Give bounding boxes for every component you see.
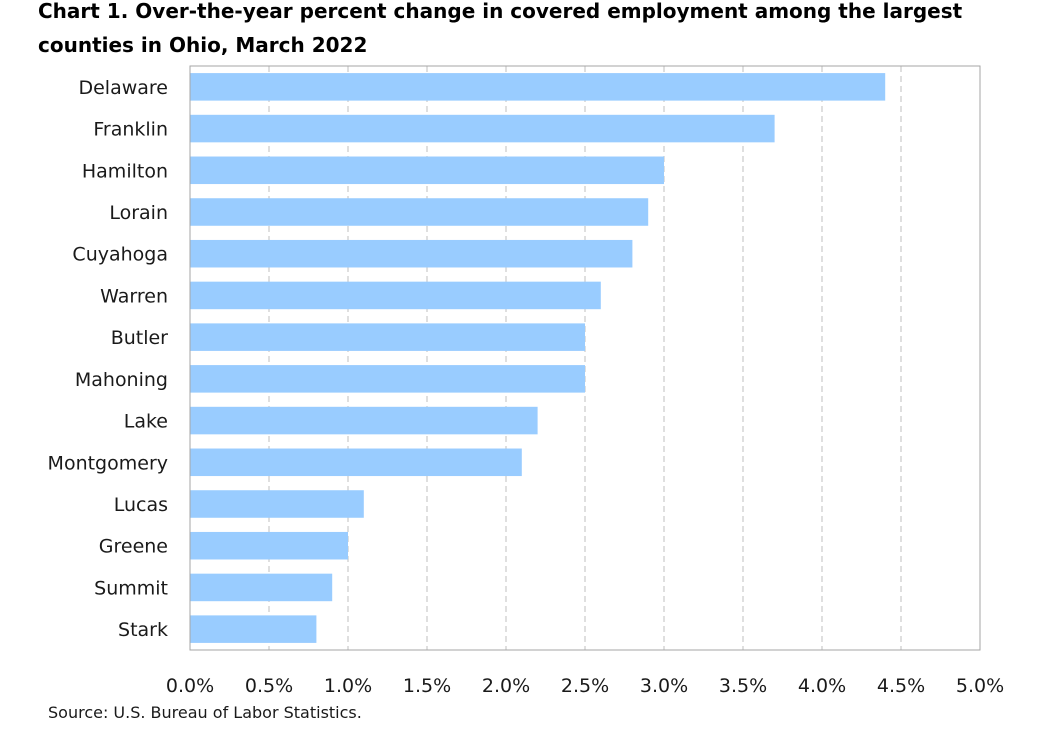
plot-area-frame [189, 65, 981, 651]
x-tick-label: 0.5% [245, 675, 293, 697]
bar-franklin [190, 114, 775, 143]
category-label-delaware: Delaware [78, 77, 168, 99]
bar-lake [190, 406, 538, 435]
category-label-lorain: Lorain [109, 202, 168, 224]
chart-title-line-1: Chart 1. Over-the-year percent change in… [38, 0, 963, 23]
x-tick-label: 2.5% [561, 675, 609, 697]
category-label-mahoning: Mahoning [75, 369, 168, 391]
category-label-stark: Stark [118, 619, 168, 641]
bar-hamilton [190, 156, 664, 185]
x-tick-label: 1.5% [403, 675, 451, 697]
bar-summit [190, 573, 333, 602]
x-tick-label: 1.0% [324, 675, 372, 697]
category-label-summit: Summit [94, 577, 168, 599]
x-axis-tick-labels: 0.0% 0.5% 1.0% 1.5% 2.0% 2.5% 3.0% 3.5% 4.0% 4.5%… [166, 675, 1004, 697]
bar-stark [190, 615, 317, 643]
category-label-butler: Butler [111, 327, 168, 349]
bar-cuyahoga [190, 239, 633, 268]
category-label-montgomery: Montgomery [48, 452, 168, 474]
chart-title: Chart 1. Over-the-year percent change in… [38, 0, 1038, 62]
category-label-lucas: Lucas [114, 494, 168, 516]
bar-warren [190, 281, 601, 310]
category-label-greene: Greene [99, 536, 168, 558]
bar-delaware [190, 73, 886, 101]
bar-butler [190, 323, 585, 351]
category-labels: Delaware Franklin Hamilton Lorain Cuyahoga Wa… [48, 77, 169, 641]
x-tick-label: 3.0% [640, 675, 688, 697]
bar-mahoning [190, 365, 585, 393]
x-tick-label: 4.5% [877, 675, 925, 697]
source-note: Source: U.S. Bureau of Labor Statistics. [48, 703, 362, 722]
category-label-warren: Warren [100, 285, 168, 307]
x-tick-label: 3.5% [719, 675, 767, 697]
bar-montgomery [190, 448, 522, 477]
category-label-franklin: Franklin [93, 119, 168, 141]
bar-greene [190, 531, 348, 560]
category-label-cuyahoga: Cuyahoga [72, 244, 168, 266]
x-tick-label: 2.0% [482, 675, 530, 697]
grid-lines [268, 66, 902, 650]
chart-title-line-2: counties in Ohio, March 2022 [38, 33, 368, 57]
bar-chart: Delaware Franklin Hamilton Lorain Cuyahoga Wa… [48, 65, 1004, 697]
bars [190, 73, 886, 643]
x-tick-label: 5.0% [956, 675, 1004, 697]
bar-lorain [190, 198, 649, 226]
category-label-hamilton: Hamilton [82, 160, 168, 182]
x-tick-label: 4.0% [798, 675, 846, 697]
category-label-lake: Lake [124, 411, 168, 433]
x-tick-label: 0.0% [166, 675, 214, 697]
bar-lucas [190, 490, 364, 518]
